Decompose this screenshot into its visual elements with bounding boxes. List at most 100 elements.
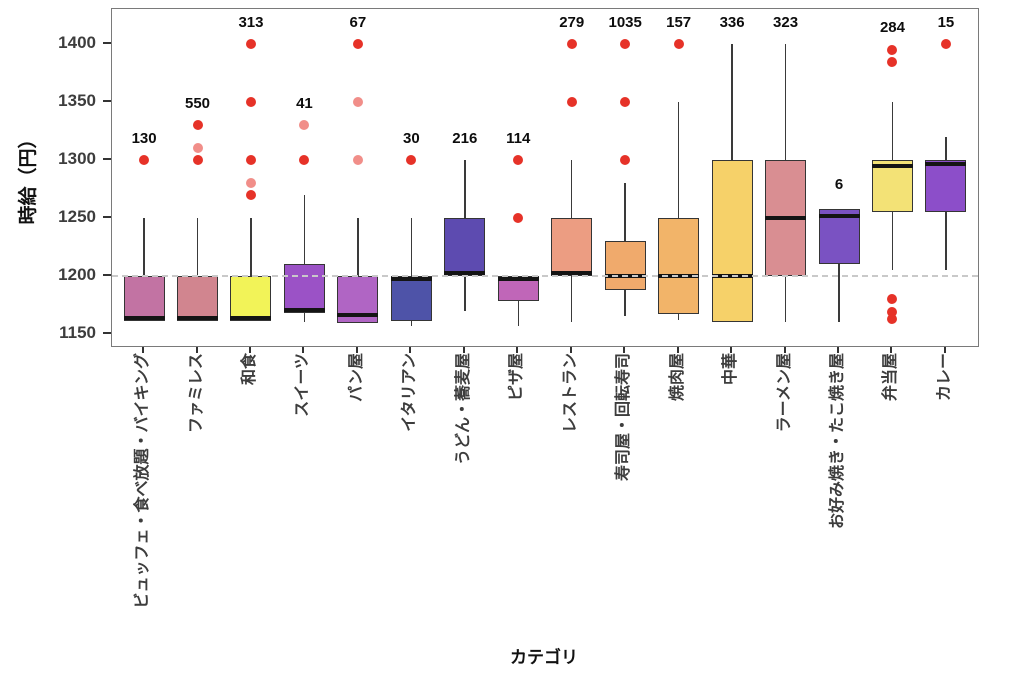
y-axis-title-wrap: 時給（円） [16,8,44,345]
median-line [925,161,967,166]
outlier-dot [192,143,203,154]
count-label: 157 [666,13,692,31]
count-label: 114 [506,129,531,147]
box-column: 284 [112,9,978,346]
outlier-dot [887,313,898,324]
box [871,160,913,213]
x-category-label: ラーメン屋 [775,353,793,433]
count-label: 216 [452,129,478,147]
x-tick-mark [783,346,786,353]
x-category-label: 中華 [722,353,740,386]
outlier-dot [245,155,256,166]
outlier-dot [620,97,631,108]
count-label: 41 [296,95,313,113]
median-line [177,316,219,321]
whisker-upper [143,217,145,276]
outlier-dot [352,97,363,108]
median-line [765,215,807,220]
median-line [551,270,593,275]
outlier-dot [245,178,256,189]
whisker-lower [891,212,894,271]
whisker-lower [838,264,840,323]
median-line [123,316,165,321]
outlier-dot [352,155,363,166]
median-line [390,276,432,281]
plot-area: 130 550 313 41 67 30 216 114 279 1035 157 336 323 6 28… [111,8,979,347]
x-category-label: 寿司屋・回転寿司 [615,353,633,482]
outlier-dot [245,189,256,200]
reference-line-1200 [112,274,978,277]
x-tick-mark [355,346,358,353]
whisker-lower [945,212,947,271]
count-label: 30 [403,129,420,147]
whisker-lower [570,275,573,323]
x-tick-mark [302,346,305,353]
count-label: 550 [185,95,211,113]
whisker-lower [464,275,466,311]
x-category-label: ピザ屋 [508,353,526,402]
outlier-dot [406,155,417,166]
box-column: 323 [112,9,978,346]
x-category-label: お好み焼き・たこ焼き屋 [829,353,846,530]
y-tick-mark [103,158,111,161]
whisker-upper [891,102,894,161]
whisker-upper [677,102,680,218]
count-label: 323 [773,13,799,31]
whisker-upper [570,160,573,218]
x-category-label: スイーツ [294,353,312,417]
y-tick-label: 1400 [58,33,96,53]
outlier-dot [192,120,203,131]
median-line [337,313,379,318]
box [177,275,219,322]
x-category-label: パン屋 [347,353,365,402]
whisker-lower [410,321,413,326]
whisker-lower [677,314,680,320]
outlier-dot [299,120,310,131]
outlier-dot [139,155,150,166]
box [123,275,165,322]
x-category-label: 和食 [240,353,258,386]
y-tick-mark [103,331,111,334]
count-label: 279 [559,13,585,31]
whisker-upper [464,160,466,218]
outlier-dot [192,155,203,166]
outlier-dot [887,56,898,67]
whisker-upper [945,136,947,161]
box-column: 279 [112,9,978,346]
box [925,160,967,213]
x-category-label: イタリアン [401,353,419,432]
outlier-dot [566,97,577,108]
whisker-upper [624,183,626,242]
count-label: 67 [349,13,367,31]
outlier-dot [887,45,898,55]
outlier-dot [513,155,524,166]
x-category-label: ビュッフェ・食べ放題・バイキング [134,353,152,609]
y-tick-label: 1200 [58,264,96,284]
whisker-upper [731,44,733,161]
median-line [818,213,860,218]
whisker-upper [196,217,199,276]
box [390,275,432,322]
box-column: 130 [112,9,978,346]
box-column: 157 [112,9,978,346]
outlier-dot [620,39,631,50]
count-label: 336 [719,13,745,31]
count-label: 284 [879,18,905,36]
x-tick-mark [730,346,733,353]
box [658,217,700,315]
box-column: 216 [112,9,978,346]
outlier-dot [887,306,898,317]
box [818,208,860,265]
count-label: 313 [238,13,264,31]
y-tick-mark [103,273,111,276]
median-line [444,270,486,275]
outlier-dot [887,294,898,305]
x-category-label: レストラン [561,353,579,434]
count-label: 6 [834,176,844,194]
x-tick-mark [569,346,572,353]
median-line [230,316,272,321]
y-tick-mark [103,215,111,218]
outlier-dot [940,39,951,50]
x-axis-title: カテゴリ [510,648,578,667]
